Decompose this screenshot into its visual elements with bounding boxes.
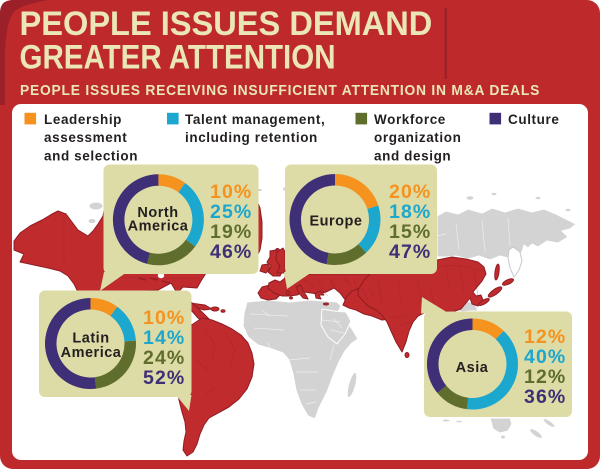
svg-text:25%: 25% [210,201,252,223]
svg-text:12%: 12% [524,366,566,388]
svg-text:40%: 40% [524,346,566,368]
svg-text:PEOPLE ISSUES DEMAND: PEOPLE ISSUES DEMAND [20,5,433,43]
svg-text:24%: 24% [143,347,185,369]
svg-text:19%: 19% [210,221,252,243]
svg-text:and design: and design [374,148,451,163]
svg-text:North: North [137,205,178,221]
svg-text:12%: 12% [524,326,566,348]
svg-text:10%: 10% [143,307,185,329]
svg-text:Latin: Latin [72,330,109,346]
svg-text:including retention: including retention [185,130,318,145]
svg-text:36%: 36% [524,386,566,408]
svg-text:18%: 18% [389,201,431,223]
svg-text:Culture: Culture [508,112,559,127]
svg-text:14%: 14% [143,327,185,349]
svg-text:15%: 15% [389,221,431,243]
svg-text:10%: 10% [210,181,252,203]
svg-text:and selection: and selection [44,148,138,163]
svg-text:organization: organization [374,130,461,145]
svg-text:Talent management,: Talent management, [185,112,325,127]
svg-text:46%: 46% [210,241,252,263]
svg-text:Leadership: Leadership [44,112,122,127]
svg-text:America: America [128,218,189,234]
svg-text:America: America [61,345,122,361]
svg-text:assessment: assessment [44,130,127,145]
svg-text:GREATER ATTENTION: GREATER ATTENTION [20,37,336,76]
svg-text:Asia: Asia [456,360,489,376]
svg-text:Workforce: Workforce [374,112,446,127]
svg-text:Europe: Europe [310,213,363,229]
svg-text:20%: 20% [389,181,431,203]
svg-text:52%: 52% [143,367,185,389]
svg-text:PEOPLE ISSUES RECEIVING INSUFF: PEOPLE ISSUES RECEIVING INSUFFICIENT ATT… [20,82,540,98]
svg-text:47%: 47% [389,241,431,263]
